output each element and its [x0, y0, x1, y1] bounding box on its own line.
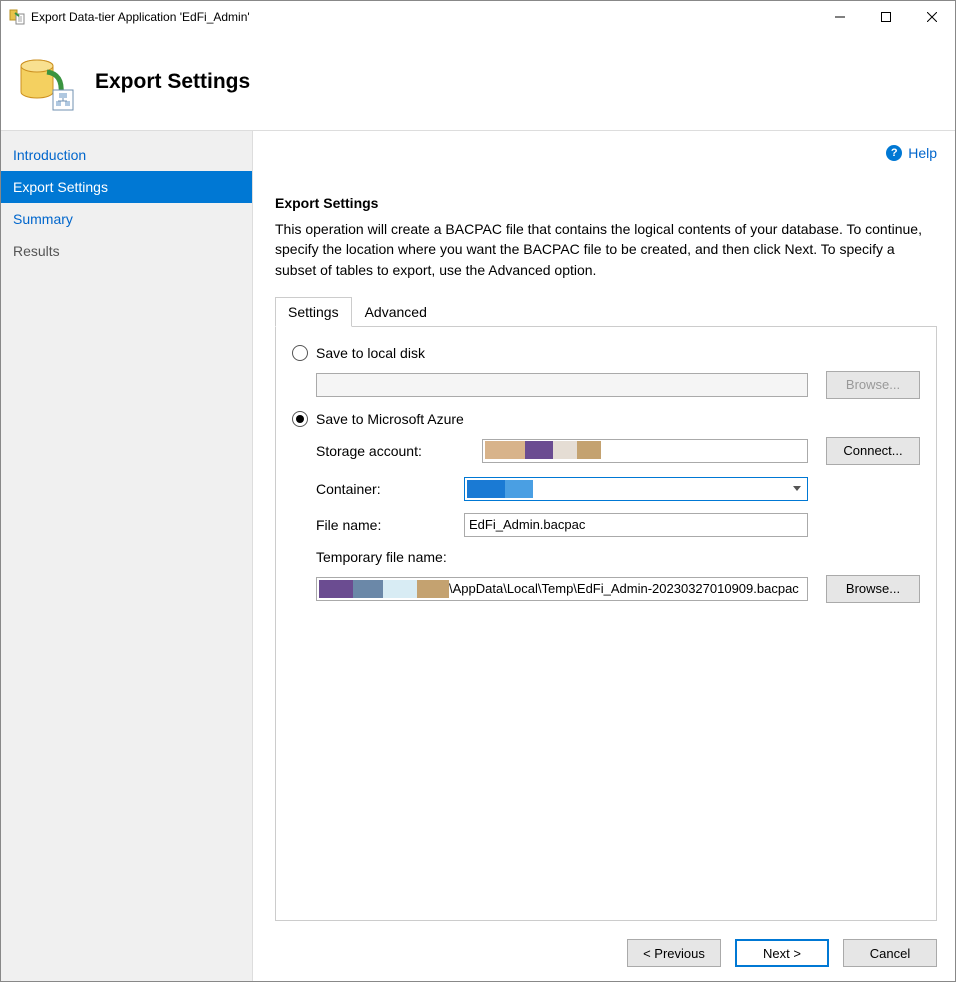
- redacted-temp-path: [319, 580, 449, 598]
- radio-icon: [292, 345, 308, 361]
- chevron-down-icon: [793, 486, 801, 491]
- maximize-button[interactable]: [863, 1, 909, 33]
- app-icon: [9, 9, 25, 25]
- redacted-storage-account: [485, 441, 601, 459]
- tab-row: Settings Advanced: [275, 296, 937, 327]
- help-label: Help: [908, 145, 937, 161]
- local-path-input: [316, 373, 808, 397]
- cancel-button[interactable]: Cancel: [843, 939, 937, 967]
- radio-save-local[interactable]: Save to local disk: [292, 345, 920, 361]
- tab-settings[interactable]: Settings: [275, 297, 352, 327]
- wizard-header: Export Settings: [1, 33, 955, 131]
- temp-file-path: \AppData\Local\Temp\EdFi_Admin-202303270…: [449, 581, 799, 596]
- previous-button[interactable]: < Previous: [627, 939, 721, 967]
- window-title: Export Data-tier Application 'EdFi_Admin…: [31, 10, 817, 24]
- browse-temp-button[interactable]: Browse...: [826, 575, 920, 603]
- minimize-button[interactable]: [817, 1, 863, 33]
- wizard-body: Introduction Export Settings Summary Res…: [1, 131, 955, 981]
- tab-content: Save to local disk Browse... Save to Mic…: [275, 327, 937, 921]
- window-titlebar: Export Data-tier Application 'EdFi_Admin…: [1, 1, 955, 33]
- radio-label: Save to local disk: [316, 345, 425, 361]
- wizard-footer: < Previous Next > Cancel: [275, 921, 937, 967]
- radio-save-azure[interactable]: Save to Microsoft Azure: [292, 411, 920, 427]
- sidebar: Introduction Export Settings Summary Res…: [1, 131, 253, 981]
- connect-button[interactable]: Connect...: [826, 437, 920, 465]
- next-button[interactable]: Next >: [735, 939, 829, 967]
- tab-advanced[interactable]: Advanced: [352, 297, 440, 327]
- sidebar-item-summary[interactable]: Summary: [1, 203, 252, 235]
- radio-label: Save to Microsoft Azure: [316, 411, 464, 427]
- temp-file-label: Temporary file name:: [316, 549, 920, 565]
- help-icon: ?: [886, 145, 902, 161]
- browse-local-button: Browse...: [826, 371, 920, 399]
- storage-account-label: Storage account:: [316, 443, 464, 459]
- container-label: Container:: [316, 481, 464, 497]
- radio-icon: [292, 411, 308, 427]
- temp-file-input[interactable]: \AppData\Local\Temp\EdFi_Admin-202303270…: [316, 577, 808, 601]
- sidebar-item-introduction[interactable]: Introduction: [1, 139, 252, 171]
- help-link[interactable]: ? Help: [886, 145, 937, 161]
- sidebar-item-export-settings[interactable]: Export Settings: [1, 171, 252, 203]
- page-title: Export Settings: [95, 70, 250, 94]
- section-title: Export Settings: [275, 195, 937, 211]
- sidebar-item-results: Results: [1, 235, 252, 267]
- database-export-icon: [15, 52, 75, 112]
- file-name-input[interactable]: [464, 513, 808, 537]
- redacted-container: [467, 480, 533, 498]
- file-name-label: File name:: [316, 517, 464, 533]
- close-button[interactable]: [909, 1, 955, 33]
- container-select[interactable]: [464, 477, 808, 501]
- section-description: This operation will create a BACPAC file…: [275, 219, 937, 280]
- main-panel: ? Help Export Settings This operation wi…: [253, 131, 955, 981]
